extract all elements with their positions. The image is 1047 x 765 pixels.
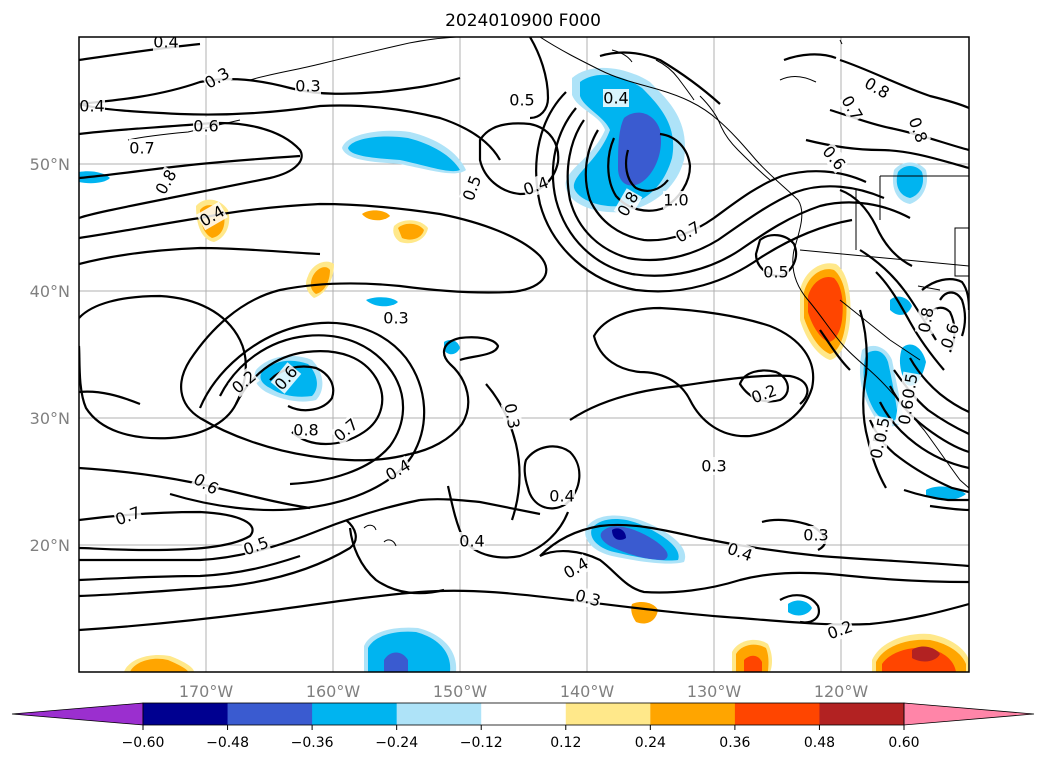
colorbar-tick-label: −0.24: [375, 735, 418, 751]
lon-label: 160°W: [306, 682, 361, 701]
contour-label: 0.4: [459, 532, 485, 551]
lon-label: 140°W: [560, 682, 615, 701]
contour-label: 0.3: [500, 401, 524, 431]
colorbar-segment: [819, 703, 905, 725]
contour-label: 0.4: [153, 33, 179, 52]
lat-label: 30°N: [30, 409, 70, 428]
contour-label-text: 0.6: [193, 117, 218, 136]
contour-label-text: 0.3: [701, 457, 726, 476]
colorbar: −0.60 −0.48 −0.36 −0.24 −0.12 0.12 0.24 0.36 0.4…: [11, 702, 1035, 751]
contour-label-text: 0.4: [459, 532, 484, 551]
contour-label-text: 0.4: [603, 89, 628, 108]
contour-label: 1.0: [663, 191, 689, 210]
contour-label: 0.7: [129, 139, 155, 158]
colorbar-segment: [143, 703, 229, 725]
contour-label-text: 0.8: [914, 306, 937, 334]
colorbar-tick-label: −0.60: [122, 735, 165, 751]
contour-label-text: 0.4: [153, 33, 178, 52]
latitude-labels: 50°N 40°N 30°N 20°N: [30, 155, 70, 555]
lon-label: 170°W: [179, 682, 234, 701]
contour-label-text: 0.4: [549, 487, 574, 506]
contour-label-text: 1.0: [663, 191, 688, 210]
colorbar-segment: [481, 703, 567, 725]
contour-label: 0.8: [914, 305, 938, 335]
contour-label-text: 0.5: [509, 91, 534, 110]
colorbar-extend-low: [11, 702, 144, 726]
contour-label-text: 0.6: [894, 398, 917, 426]
colorbar-tick-label: 0.48: [804, 735, 835, 751]
colorbar-segment: [227, 703, 313, 725]
contour-label: 0.3: [383, 309, 409, 328]
contour-label: 0.4: [603, 89, 629, 108]
map-plot-area: 0.4 0.3 0.3 0.4 0.6 0.7 0.8 0.4 0.5 0.4 0.5 0.4 0.8 1…: [79, 33, 969, 672]
colorbar-frame: [142, 702, 905, 726]
lon-label: 120°W: [814, 682, 869, 701]
lat-label: 50°N: [30, 155, 70, 174]
contour-label: 0.5: [459, 172, 485, 204]
colorbar-tick-label: 0.24: [635, 735, 666, 751]
colorbar-tick-label: −0.12: [460, 735, 503, 751]
colorbar-segments: [11, 702, 1035, 726]
contour-label: 0.6: [193, 117, 219, 136]
contour-labels: 0.4 0.3 0.3 0.4 0.6 0.7 0.8 0.4 0.5 0.4 0.5 0.4 0.8 1…: [79, 33, 963, 643]
colorbar-tick-label: 0.36: [719, 735, 750, 751]
contour-label-text: 0.3: [383, 309, 408, 328]
colorbar-segment: [650, 703, 736, 725]
contour-label-text: 0.3: [500, 402, 523, 430]
contour-label: 0.3: [295, 77, 321, 96]
contour-label-text: 0.3: [803, 526, 828, 545]
contour-label-text: 0.5: [763, 263, 788, 282]
contour-label-text: 0.7: [129, 139, 154, 158]
contour-label: 0.8: [293, 421, 319, 440]
longitude-labels: 170°W 160°W 150°W 140°W 130°W 120°W: [179, 682, 869, 701]
contour-label: 0.3: [701, 457, 727, 476]
contour-label: 0.4: [549, 487, 575, 506]
colorbar-segment: [396, 703, 482, 725]
lat-label: 40°N: [30, 282, 70, 301]
colorbar-segment: [565, 703, 651, 725]
contour-label: 0.5: [898, 371, 922, 401]
contour-label: 0.5: [509, 91, 535, 110]
colorbar-tick-label: 0.12: [550, 735, 581, 751]
graticule: [79, 37, 969, 672]
colorbar-tick-label: 0.60: [888, 735, 919, 751]
lat-label: 20°N: [30, 536, 70, 555]
colorbar-extend-high: [903, 702, 1035, 726]
contour-label-text: 0.5: [898, 372, 921, 400]
contour-label: 0.4: [79, 97, 105, 116]
map-title: 2024010900 F000: [445, 11, 601, 31]
lon-label: 130°W: [687, 682, 742, 701]
contour-label: 0.5: [763, 263, 789, 282]
colorbar-tick-label: −0.48: [206, 735, 249, 751]
map-frame: [78, 36, 970, 673]
contour-label-text: 0.5: [870, 416, 893, 444]
colorbar-segment: [312, 703, 398, 725]
contour-label: 0.6: [894, 397, 918, 427]
coastlines: [127, 37, 969, 547]
contour-label: 0.3: [803, 526, 829, 545]
contour-label: 0.5: [870, 415, 894, 445]
contour-label-text: 0.4: [79, 97, 104, 116]
lon-label: 150°W: [433, 682, 488, 701]
colorbar-segment: [734, 703, 820, 725]
contour-label-text: 0.8: [293, 421, 318, 440]
colorbar-tick-label: −0.36: [291, 735, 334, 751]
contour-label-text: 0.3: [295, 77, 320, 96]
colorbar-ticks: −0.60 −0.48 −0.36 −0.24 −0.12 0.12 0.24 0.36 0.4…: [122, 725, 920, 751]
